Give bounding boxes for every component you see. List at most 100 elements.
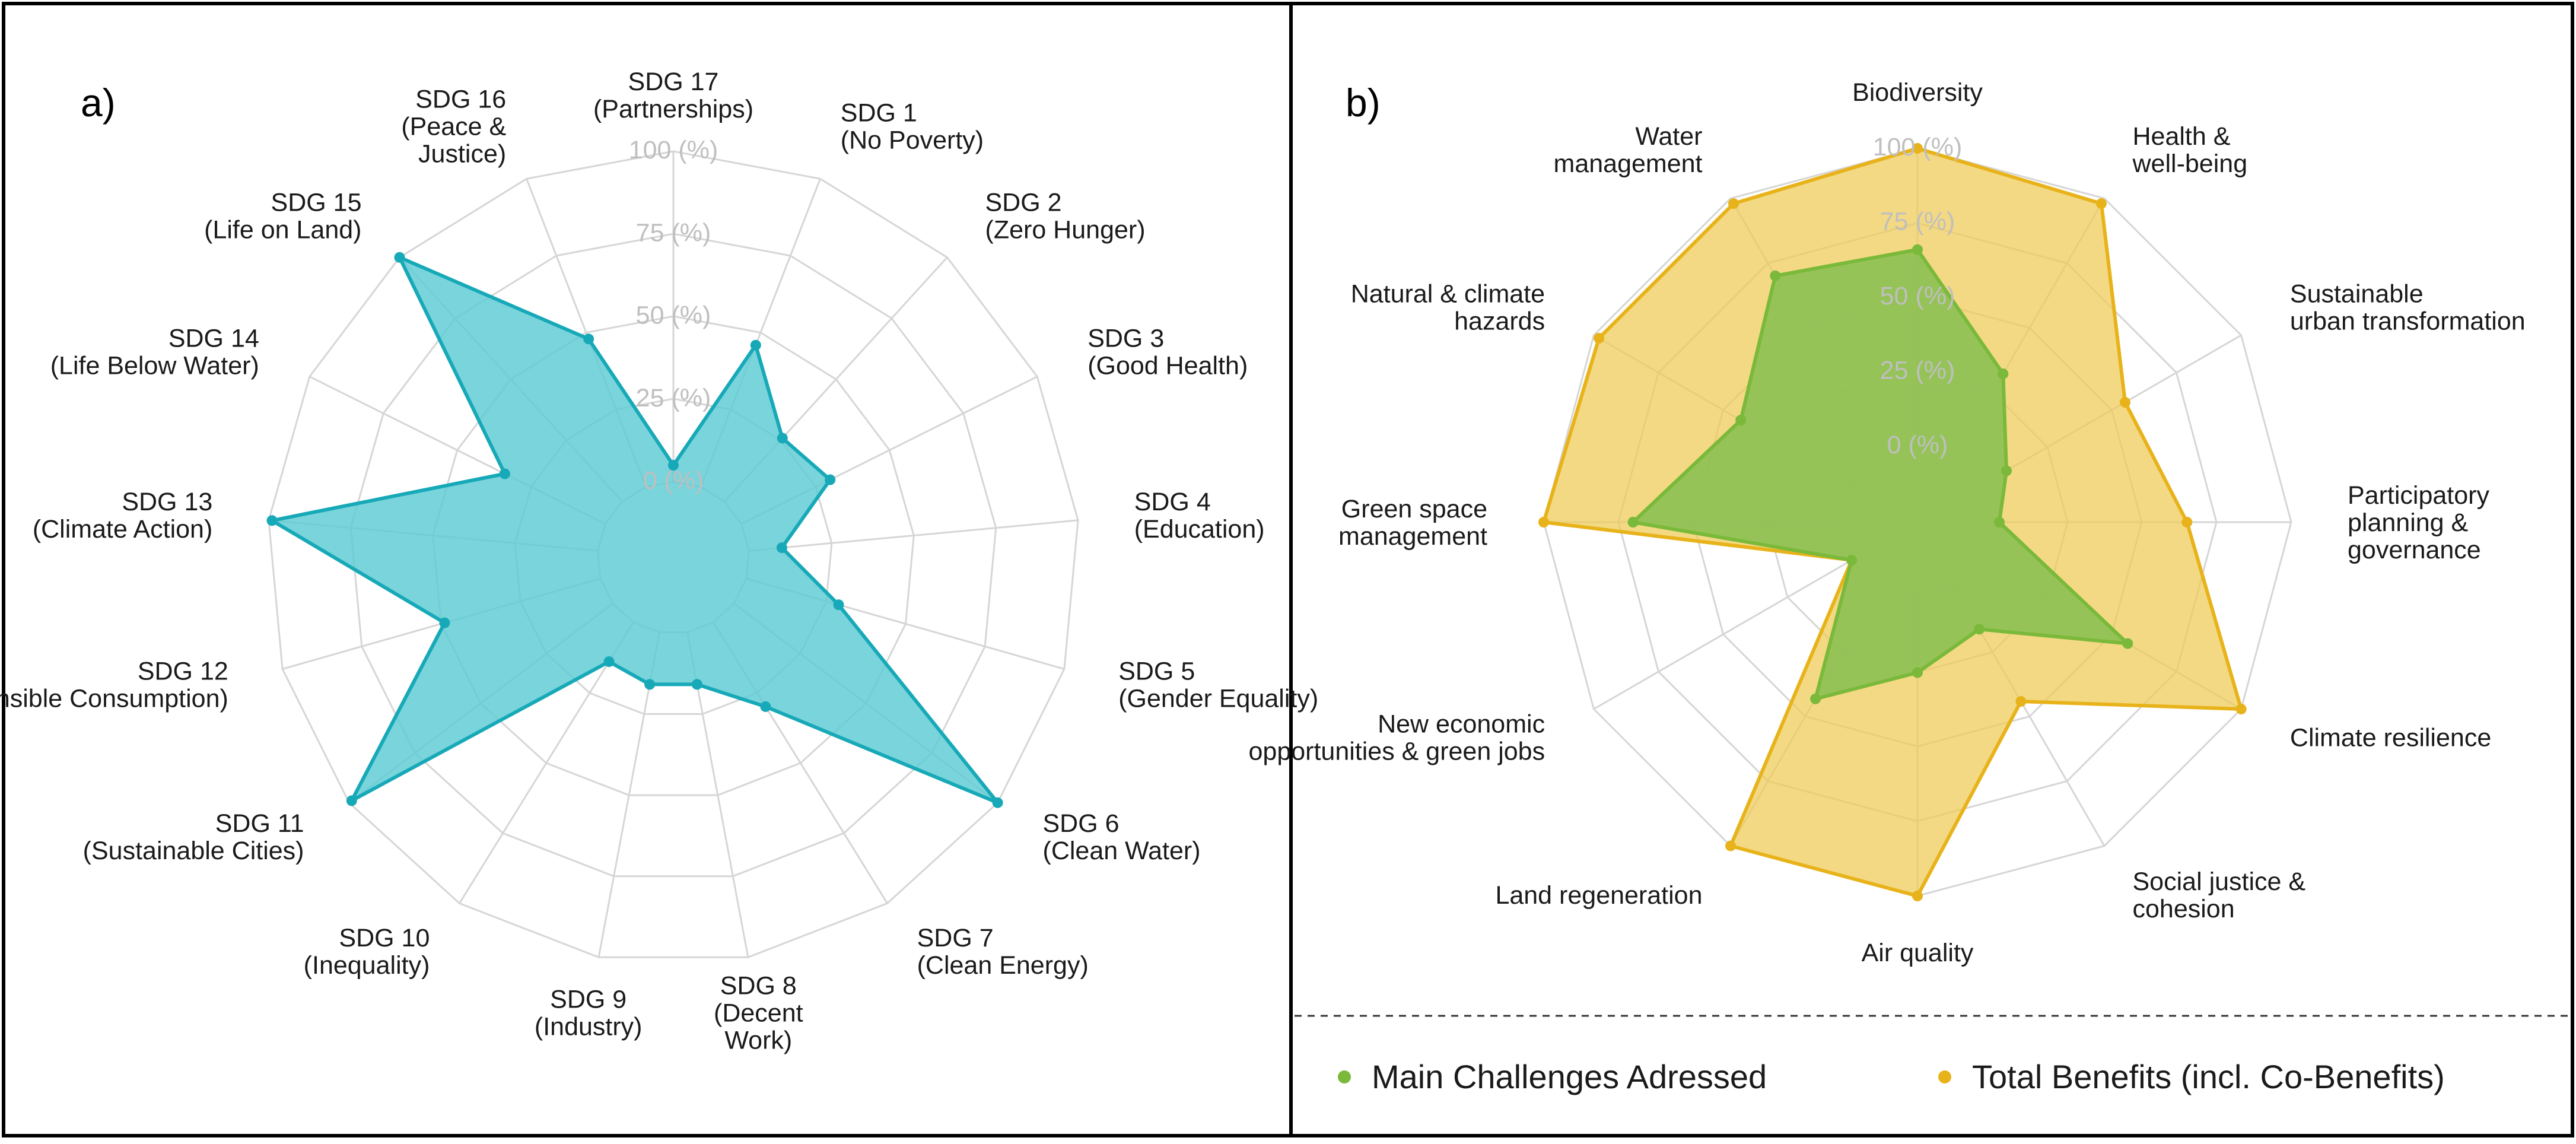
category-label-5-line-1: cohesion [2133,895,2235,923]
category-label-7-line-1: (Clean Energy) [917,951,1089,980]
category-label-6-line-0: SDG 6 [1043,809,1120,838]
category-label-3: Participatory planning & governance [2348,481,2489,564]
category-label-0-line-0: Biodiversity [1852,78,1983,107]
category-label-14-line-1: (Life Below Water) [50,351,259,380]
category-label-2-line-1: urban transformation [2290,307,2526,336]
series-0-point-5 [2015,696,2027,707]
series-0-point-15 [394,252,405,263]
category-label-2-line-1: (Zero Hunger) [985,216,1146,244]
series-1-point-3 [1994,517,2005,527]
category-label-15: SDG 15 (Life on Land) [204,189,361,244]
panel-b-frame [1289,2,2574,1137]
radial-tick-50: 50 (%) [1880,282,1955,310]
series-0-point-11 [1728,198,1739,209]
category-label-10: Natural & climate hazards [1351,280,1545,336]
category-label-5-line-0: Social justice & [2133,867,2306,896]
series-0-point-1 [2096,198,2107,209]
radial-tick-0: 0 (%) [1887,431,1948,459]
category-label-7: SDG 7 (Clean Energy) [917,924,1089,980]
category-label-11-line-1: management [1554,150,1703,178]
radial-tick-100: 100 (%) [1873,133,1963,161]
series-0-point-7 [760,701,771,712]
legend-marker-main-challenges [1338,1070,1351,1083]
category-label-10-line-0: SDG 10 [339,924,430,952]
category-label-11-line-0: SDG 11 [215,809,304,838]
category-label-4-line-1: (Education) [1134,515,1265,544]
category-label-3: SDG 3 (Good Health) [1087,324,1248,380]
series-1-point-2 [2001,465,2012,476]
category-label-8-line-0: New economic [1378,710,1545,739]
legend-label-total-benefits: Total Benefits (incl. Co-Benefits) [1972,1058,2445,1095]
category-label-12-line-1: (Responsible Consumption) [0,685,228,713]
panel-a-radar: a) 0 (%) 25 (%) 50 (%) 75 (%) 100 (%) SDG 17… [0,68,1318,1055]
series-0-point-4 [776,542,787,554]
series-0-point-11 [346,795,357,806]
category-label-3-line-2: governance [2348,536,2481,564]
category-label-0-line-0: SDG 17 [628,68,719,96]
radial-tick-0: 0 (%) [643,466,704,495]
series-0-point-9 [1538,517,1549,527]
category-label-9-line-0: SDG 9 [550,986,626,1014]
category-label-9-line-1: (Industry) [535,1013,643,1041]
series-0-point-7 [1725,840,1736,851]
grid-spoke-4 [749,519,1079,552]
legend-label-main-challenges: Main Challenges Adressed [1372,1058,1767,1095]
category-label-16-line-2: Justice) [418,140,506,169]
category-label-5-line-1: (Gender Equality) [1118,685,1318,713]
category-label-10-line-1: hazards [1454,307,1545,336]
series-1-point-7 [1810,693,1821,704]
series-1-point-8 [1846,555,1858,565]
series-1-point-10 [1735,415,1747,426]
category-label-14: SDG 14 (Life Below Water) [50,324,259,380]
category-label-9-line-1: management [1338,522,1487,551]
category-label-5: Social justice & cohesion [2133,867,2306,923]
radial-tick-25: 25 (%) [1880,357,1955,385]
category-label-9: SDG 9 (Industry) [535,986,643,1041]
panel-a-category-labels: SDG 17 (Partnerships) SDG 1 (No Poverty)SDG… [0,68,1318,1055]
radial-tick-25: 25 (%) [636,384,711,412]
legend-marker-total-benefits [1938,1070,1951,1083]
legend: Main Challenges Adressed Total Benefits … [1338,1058,2445,1095]
series-0-point-10 [1594,333,1605,344]
series-0-point-6 [1912,891,1923,901]
grid-ring-3 [349,233,997,878]
category-label-1-line-1: (No Poverty) [841,126,984,155]
category-label-16-line-1: (Peace & [401,113,506,141]
series-0-point-10 [603,656,615,668]
category-label-15-line-0: SDG 15 [271,189,362,217]
category-label-6: Air quality [1862,939,1974,967]
grid-ring-4 [268,150,1079,958]
category-label-1-line-1: well-being [2132,150,2248,178]
category-label-11: Water management [1554,122,1703,178]
radial-tick-75: 75 (%) [1880,208,1955,236]
category-label-16-line-0: SDG 16 [415,85,506,114]
category-label-16: SDG 16 (Peace & Justice) [401,85,506,169]
category-label-2: SDG 2 (Zero Hunger) [985,189,1146,244]
panel-b-radial-ticks: 0 (%) 25 (%) 50 (%) 75 (%) 100 (%) [1873,133,1963,459]
category-label-8-line-0: SDG 8 [720,972,797,1000]
category-label-1-line-0: SDG 1 [841,99,917,128]
series-1-point-0 [1912,244,1923,255]
series-0-point-12 [439,617,450,628]
category-label-1: SDG 1 (No Poverty) [841,99,984,155]
category-label-8-line-2: Work) [724,1027,792,1055]
category-label-8-line-1: opportunities & green jobs [1248,738,1545,766]
series-0-point-4 [2235,704,2247,714]
panel-a-label: a) [81,81,116,125]
category-label-6-line-0: Air quality [1862,939,1974,967]
category-label-4-line-0: SDG 4 [1134,488,1211,516]
category-label-10: SDG 10 (Inequality) [304,924,430,980]
radial-tick-50: 50 (%) [636,301,711,330]
category-label-0-line-1: (Partnerships) [593,95,753,123]
category-label-10-line-1: (Inequality) [304,951,430,980]
category-label-9-line-0: Green space [1341,495,1487,523]
radial-tick-75: 75 (%) [636,218,711,247]
category-label-2-line-0: SDG 2 [985,189,1062,217]
category-label-15-line-1: (Life on Land) [204,216,361,244]
panel-b-data [1538,143,2247,901]
category-label-11-line-1: (Sustainable Cities) [83,837,304,865]
panel-a-radial-ticks: 0 (%) 25 (%) 50 (%) 75 (%) 100 (%) [629,136,718,495]
category-label-7: Land regeneration [1495,881,1702,910]
series-0-area [270,255,1000,805]
series-0-point-3 [2181,517,2193,527]
